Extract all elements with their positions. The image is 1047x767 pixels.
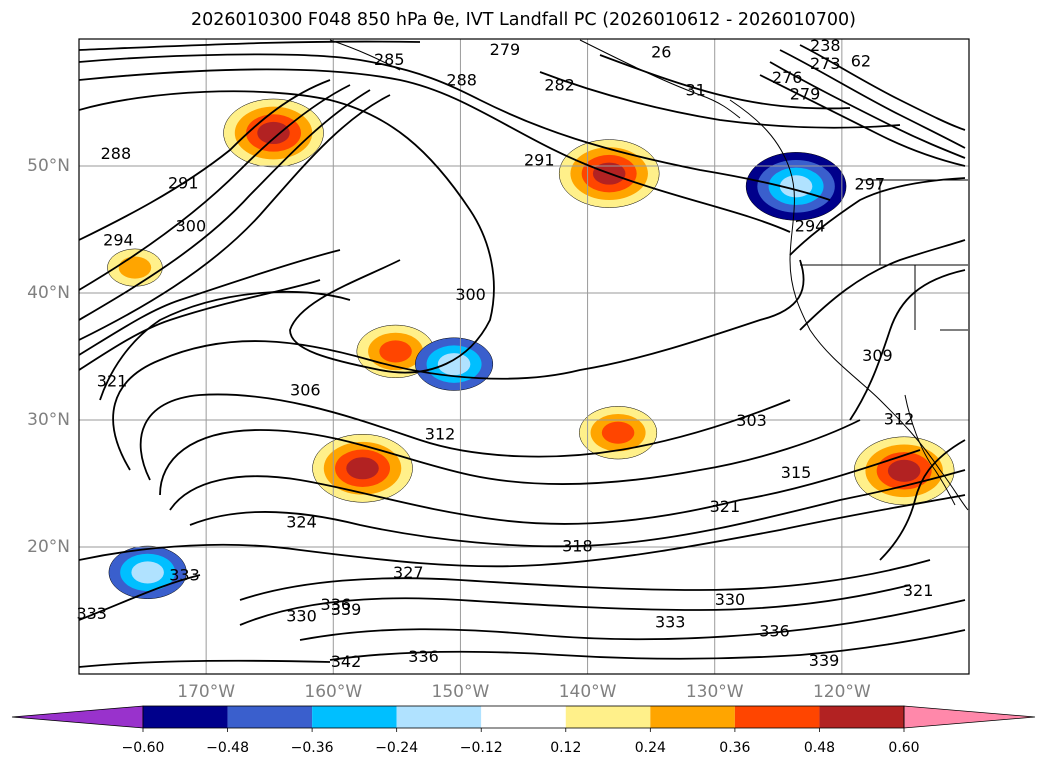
contour-label: 321 xyxy=(903,581,934,600)
contour-label: 291 xyxy=(168,173,199,192)
longitude-label: 160°W xyxy=(304,682,362,702)
contour-label: 318 xyxy=(562,537,593,556)
coastlines xyxy=(329,39,969,511)
longitude-label: 140°W xyxy=(559,682,617,702)
contour-label: 276 xyxy=(772,68,803,87)
longitude-label: 150°W xyxy=(432,682,490,702)
colorbar-tick-label: −0.48 xyxy=(206,740,249,756)
latitude-label: 40°N xyxy=(27,283,70,303)
contour-labels: 279 282 288 285 291 294 297 300 288 291 294 300 306 3… xyxy=(76,36,934,671)
ivt-anomaly-region xyxy=(853,436,955,506)
ivt-anomaly-region xyxy=(745,152,847,221)
longitude-label: 130°W xyxy=(686,682,744,702)
colorbar-tick-label: 0.48 xyxy=(804,740,835,756)
contour-label: 333 xyxy=(655,613,686,632)
contour-label: 336 xyxy=(321,595,352,614)
colorbar-min-extend xyxy=(11,705,144,729)
contour-label: 273 xyxy=(810,54,841,73)
latitude-label: 20°N xyxy=(27,537,70,557)
contour-label: 282 xyxy=(544,75,575,94)
contour-label: 330 xyxy=(715,590,746,609)
contour-label: 279 xyxy=(490,40,521,59)
colorbar-tick-label: −0.36 xyxy=(291,740,334,756)
colorbar-max-extend xyxy=(903,705,1036,729)
colorbar-tick-label: −0.12 xyxy=(460,740,503,756)
colorbar-segment xyxy=(227,706,313,728)
contour-label: 279 xyxy=(790,84,821,103)
longitude-label: 170°W xyxy=(177,682,235,702)
contour-label: 339 xyxy=(809,651,840,670)
theta-e-contours xyxy=(79,40,966,668)
contour-label: 306 xyxy=(290,380,321,399)
ivt-shading-layer xyxy=(107,98,955,600)
contour-label: 291 xyxy=(524,150,555,169)
contour-label: 300 xyxy=(176,216,207,235)
contour-label: 300 xyxy=(455,285,486,304)
contour-label: 288 xyxy=(101,144,132,163)
ivt-anomaly-region xyxy=(356,324,435,379)
colorbar-tick-label: 0.24 xyxy=(635,740,666,756)
contour-label: 312 xyxy=(425,425,456,444)
contour-label: 342 xyxy=(331,652,362,671)
contour-label: 336 xyxy=(408,647,439,666)
colorbar-tick-label: 0.12 xyxy=(550,740,581,756)
contour-label: 339 xyxy=(331,600,362,619)
ivt-anomaly-region xyxy=(415,337,494,391)
map-title: 2026010300 F048 850 hPa θe, IVT Landfall… xyxy=(191,10,856,30)
contour-label: 333 xyxy=(76,604,107,623)
colorbar-segment xyxy=(565,706,651,728)
contour-label: 297 xyxy=(855,175,886,194)
latitude-label: 30°N xyxy=(27,410,70,430)
contour-label: 324 xyxy=(286,512,317,531)
ivt-anomaly-region xyxy=(223,98,324,168)
colorbar-segment xyxy=(396,706,482,728)
colorbar-tick-label: 0.60 xyxy=(888,740,919,756)
map-frame xyxy=(78,38,970,675)
contour-label: 330 xyxy=(286,606,317,625)
colorbar-segment xyxy=(650,706,735,728)
contour-label: 327 xyxy=(393,563,424,582)
latitude-label: 50°N xyxy=(27,156,70,176)
contour-label: 294 xyxy=(103,230,134,249)
contour-label: 321 xyxy=(710,497,741,516)
contour-label: 285 xyxy=(374,50,405,69)
colorbar-segment xyxy=(143,706,228,728)
contour-label: 26 xyxy=(651,42,671,61)
colorbar-tick-label: −0.24 xyxy=(375,740,418,756)
contour-label: 312 xyxy=(884,410,915,429)
colorbar-segment xyxy=(734,706,820,728)
longitude-label: 120°W xyxy=(813,682,871,702)
colorbar-segment xyxy=(819,706,904,728)
colorbar-segment xyxy=(312,706,397,728)
colorbar: −0.60 −0.48 −0.36 −0.24 −0.12 0.12 0.24 0.36 0.4… xyxy=(11,705,1036,756)
contour-label: 336 xyxy=(759,622,790,641)
contour-label: 315 xyxy=(781,463,812,482)
contour-label: 288 xyxy=(446,70,477,89)
longitude-labels: 170°W 160°W 150°W 140°W 130°W 120°W xyxy=(177,682,871,702)
contour-label: 294 xyxy=(795,216,826,235)
latitude-labels: 50°N 40°N 30°N 20°N xyxy=(27,156,70,557)
contour-label: 62 xyxy=(851,51,871,70)
colorbar-tick-label: 0.36 xyxy=(719,740,750,756)
contour-label: 31 xyxy=(685,81,705,100)
contour-label: 309 xyxy=(862,346,893,365)
contour-label: 303 xyxy=(736,411,767,430)
colorbar-tick-label: −0.60 xyxy=(122,740,165,756)
colorbar-segment xyxy=(481,706,566,728)
contour-label: 321 xyxy=(97,371,128,390)
contour-label: 333 xyxy=(169,566,200,585)
ivt-anomaly-region xyxy=(312,434,413,503)
contour-label: 238 xyxy=(810,36,841,55)
